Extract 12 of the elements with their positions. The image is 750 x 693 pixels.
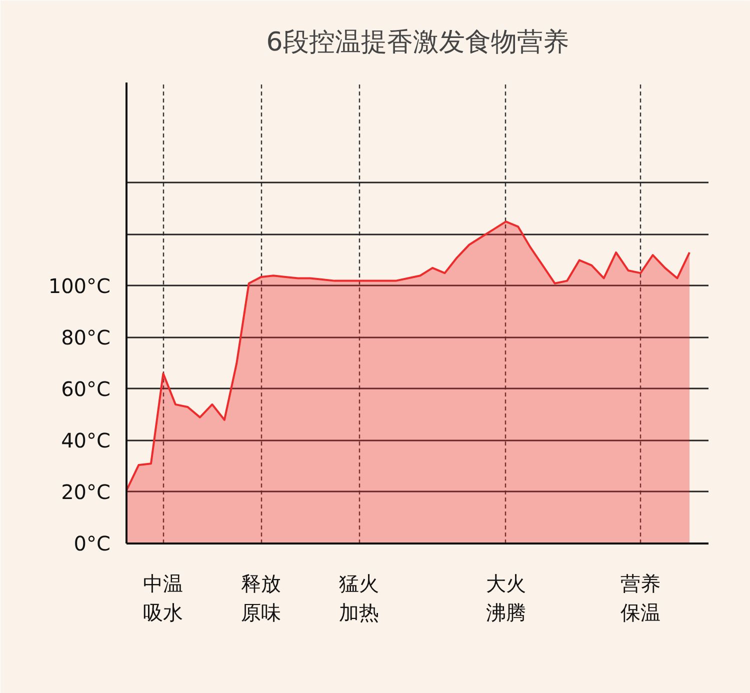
x-tick-label: 释放原味 bbox=[241, 572, 282, 624]
y-tick-label: 60°C bbox=[61, 376, 111, 401]
y-tick-label: 0°C bbox=[74, 532, 111, 556]
x-tick-label: 猛火加热 bbox=[339, 572, 380, 624]
x-tick-label: 营养保温 bbox=[620, 572, 661, 624]
y-tick-label: 40°C bbox=[61, 428, 111, 452]
x-tick-label: 中温吸水 bbox=[143, 572, 184, 624]
y-tick-label: 80°C bbox=[61, 325, 111, 350]
chart-title: 6段控温提香激发食物营养 bbox=[266, 28, 569, 58]
y-tick-label: 20°C bbox=[61, 480, 111, 504]
x-tick-label: 大火沸腾 bbox=[486, 572, 526, 624]
y-tick-label: 100°C bbox=[48, 274, 110, 298]
